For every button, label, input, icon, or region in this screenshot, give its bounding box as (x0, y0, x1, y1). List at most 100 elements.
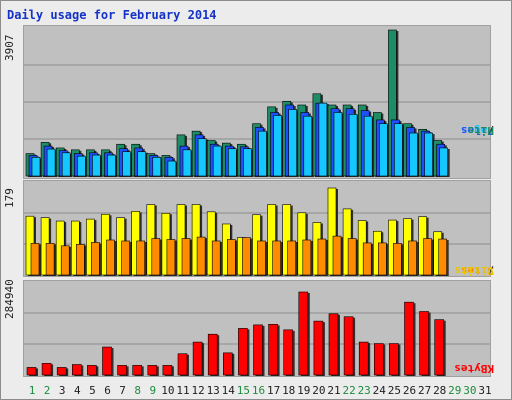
sites-bar (30, 243, 40, 276)
day-label: 26 (403, 384, 416, 397)
sites-bar (377, 242, 387, 276)
kbytes-bar (238, 328, 248, 376)
day-label: 20 (312, 384, 325, 397)
day-label: 11 (176, 384, 189, 397)
day-label: 17 (267, 384, 280, 397)
day-label: 27 (418, 384, 431, 397)
sites-bar (211, 240, 221, 276)
kbytes-bar (434, 319, 445, 376)
kbytes-bar (207, 333, 218, 376)
kbytes-bar (117, 365, 127, 376)
sites-bar (332, 235, 342, 276)
sites-bar (362, 242, 372, 276)
sites-bar (60, 245, 70, 276)
sites-bar (136, 240, 145, 276)
pages-bar (424, 132, 433, 177)
sites-bar (151, 238, 161, 276)
day-label: 29 (448, 384, 461, 397)
day-label: 28 (433, 384, 446, 397)
pages-bar (378, 123, 388, 177)
day-label: 2 (44, 384, 51, 397)
pages-bar (107, 154, 116, 177)
sites-bar (166, 239, 176, 276)
pages-bar (77, 155, 86, 177)
pages-bar (167, 160, 177, 177)
sites-bar (438, 238, 448, 276)
day-label: 22 (342, 384, 355, 397)
pages-bar (152, 157, 162, 177)
day-label: 5 (89, 384, 96, 397)
pages-bar (439, 147, 449, 177)
day-label: 8 (134, 384, 141, 397)
pages-bar (61, 152, 71, 177)
kbytes-bar (72, 364, 82, 376)
kbytes-bar (147, 365, 158, 376)
pages-bar (409, 132, 418, 177)
visits-bar (282, 204, 292, 276)
day-label: 9 (149, 384, 156, 397)
pages-bar (92, 154, 101, 177)
pages-bar (46, 148, 56, 177)
pages-bar (122, 151, 131, 177)
day-label: 1 (29, 384, 36, 397)
day-label: 10 (161, 384, 174, 397)
sites-bar (272, 240, 281, 276)
day-label: 14 (222, 384, 236, 397)
sites-bar (106, 239, 115, 276)
sites-bar (423, 238, 432, 276)
kbytes-bar (283, 329, 294, 376)
day-label: 24 (373, 384, 387, 397)
day-label: 30 (463, 384, 476, 397)
kbytes-bar (132, 365, 142, 376)
kbytes-bar (192, 341, 203, 376)
kbytes-bar (162, 365, 173, 376)
day-label: 21 (327, 384, 340, 397)
pages-bar (273, 115, 282, 177)
day-label: 4 (74, 384, 81, 397)
kbytes-bar (343, 316, 354, 376)
pages-bar (31, 157, 41, 177)
pages-bar (333, 112, 343, 177)
kbytes-bar (313, 320, 324, 376)
sites-bar (45, 243, 55, 276)
kbytes-bar (419, 311, 429, 376)
pages-bar (303, 115, 313, 177)
sites-bar (393, 243, 402, 276)
day-label: 15 (237, 384, 250, 397)
day-label: 16 (252, 384, 265, 397)
pages-bar (363, 115, 373, 177)
day-label: 13 (207, 384, 220, 397)
day-label: 19 (297, 384, 310, 397)
pages-bar (243, 148, 252, 177)
pages-bar (394, 123, 403, 177)
day-label: 18 (282, 384, 295, 397)
kbytes-bar (358, 341, 369, 376)
day-label: 12 (191, 384, 204, 397)
pages-bar (212, 145, 222, 177)
kbytes-bar (298, 291, 309, 376)
pages-bar (318, 102, 328, 177)
sites-bar (196, 236, 206, 276)
kbytes-bar (56, 367, 67, 376)
day-label: 6 (104, 384, 111, 397)
kbytes-bar (41, 363, 52, 376)
day-label: 31 (478, 384, 491, 397)
pages-bar (348, 114, 358, 177)
kbytes-bar (328, 313, 339, 376)
kbytes-bar (87, 365, 97, 376)
day-label: 7 (119, 384, 126, 397)
kbytes-bar (253, 324, 263, 376)
pages-bar (137, 151, 146, 177)
pages-bar (258, 130, 267, 177)
kbytes-bar (177, 353, 188, 376)
day-label: 23 (358, 384, 371, 397)
sites-bar (181, 238, 191, 276)
sites-bar (227, 239, 236, 276)
sites-bar (257, 240, 266, 276)
sites-bar (302, 239, 312, 276)
kbytes-bar (102, 346, 112, 376)
sites-bar (317, 238, 327, 276)
sites-bar (76, 244, 85, 276)
